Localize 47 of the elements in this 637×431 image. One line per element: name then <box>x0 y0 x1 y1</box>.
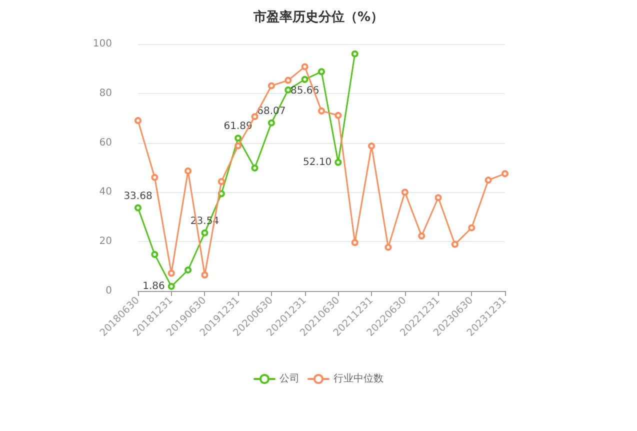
point <box>502 170 508 178</box>
point <box>201 229 208 236</box>
point <box>251 164 258 172</box>
y-tick-label: 40 <box>99 186 112 198</box>
point <box>351 239 358 246</box>
point <box>401 188 408 196</box>
point <box>468 224 476 232</box>
point <box>318 107 325 114</box>
point <box>334 112 342 119</box>
y-tick-label: 80 <box>99 88 112 99</box>
legend-label: 行业中位数 <box>334 372 384 384</box>
point <box>234 134 242 142</box>
point <box>218 178 225 186</box>
point <box>418 232 426 240</box>
point <box>351 50 358 58</box>
legend-label: 公司 <box>280 372 300 384</box>
data-label: 52.10 <box>303 156 332 168</box>
data-label: 33.68 <box>124 190 152 202</box>
point <box>368 142 376 150</box>
point <box>268 82 275 90</box>
point <box>134 204 142 212</box>
data-label: 1.86 <box>142 280 165 292</box>
y-tick-label: 100 <box>92 38 112 50</box>
point <box>168 282 175 290</box>
point <box>184 266 192 274</box>
point <box>451 240 458 248</box>
point <box>301 76 308 83</box>
point <box>434 194 442 202</box>
point <box>384 244 392 251</box>
point <box>168 270 175 277</box>
point <box>301 63 308 70</box>
point <box>201 271 208 278</box>
y-tick-label: 20 <box>99 236 112 248</box>
point <box>484 176 492 184</box>
point <box>151 250 158 258</box>
point <box>234 142 242 150</box>
point <box>284 76 292 84</box>
point <box>184 167 192 174</box>
point <box>251 113 258 120</box>
chart-title: 市盈率历史分位（%） <box>252 9 384 25</box>
y-tick-label: 0 <box>106 286 112 296</box>
point <box>318 68 325 76</box>
point <box>134 117 142 124</box>
point <box>334 158 342 166</box>
y-tick-label: 60 <box>99 137 112 148</box>
point <box>268 119 275 126</box>
point <box>151 174 158 181</box>
